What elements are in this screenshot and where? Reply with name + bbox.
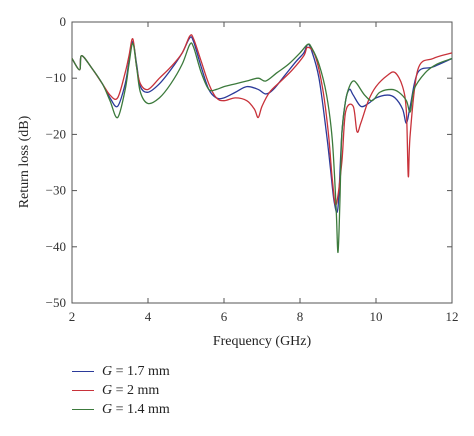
axis-ticks: 2 4 6 8 10 12 0 −10 −20 −30 −40 −50 bbox=[46, 14, 459, 324]
legend-variable: G bbox=[102, 401, 113, 417]
y-tick-label: −20 bbox=[46, 126, 66, 141]
x-tick-label: 6 bbox=[221, 309, 228, 324]
legend-label: = 1.4 mm bbox=[112, 401, 170, 417]
legend-swatch bbox=[72, 371, 94, 372]
y-tick-label: −30 bbox=[46, 183, 66, 198]
legend-swatch bbox=[72, 390, 94, 391]
legend-item: G = 2 mm bbox=[72, 381, 170, 400]
x-tick-label: 4 bbox=[145, 309, 152, 324]
y-tick-label: −10 bbox=[46, 70, 66, 85]
legend-item: G = 1.7 mm bbox=[72, 362, 170, 381]
x-axis-label: Frequency (GHz) bbox=[213, 334, 312, 349]
legend-variable: G bbox=[102, 363, 113, 379]
legend-swatch bbox=[72, 409, 94, 410]
x-tick-label: 12 bbox=[446, 309, 459, 324]
x-tick-label: 8 bbox=[297, 309, 304, 324]
legend-item: G = 1.4 mm bbox=[72, 400, 170, 419]
legend-label: = 1.7 mm bbox=[112, 363, 170, 379]
plot-area bbox=[71, 21, 453, 304]
y-axis-label: Return loss (dB) bbox=[17, 115, 32, 208]
legend-variable: G bbox=[102, 382, 113, 398]
legend-label: = 2 mm bbox=[112, 382, 160, 398]
x-tick-label: 2 bbox=[69, 309, 76, 324]
y-tick-label: −40 bbox=[46, 239, 66, 254]
series-line-3 bbox=[71, 42, 453, 254]
y-tick-label: 0 bbox=[60, 14, 67, 29]
series-line-2 bbox=[71, 34, 453, 206]
legend: G = 1.7 mm G = 2 mm G = 1.4 mm bbox=[72, 362, 170, 419]
series-lines bbox=[71, 34, 453, 254]
x-tick-label: 10 bbox=[370, 309, 383, 324]
y-tick-label: −50 bbox=[46, 295, 66, 310]
